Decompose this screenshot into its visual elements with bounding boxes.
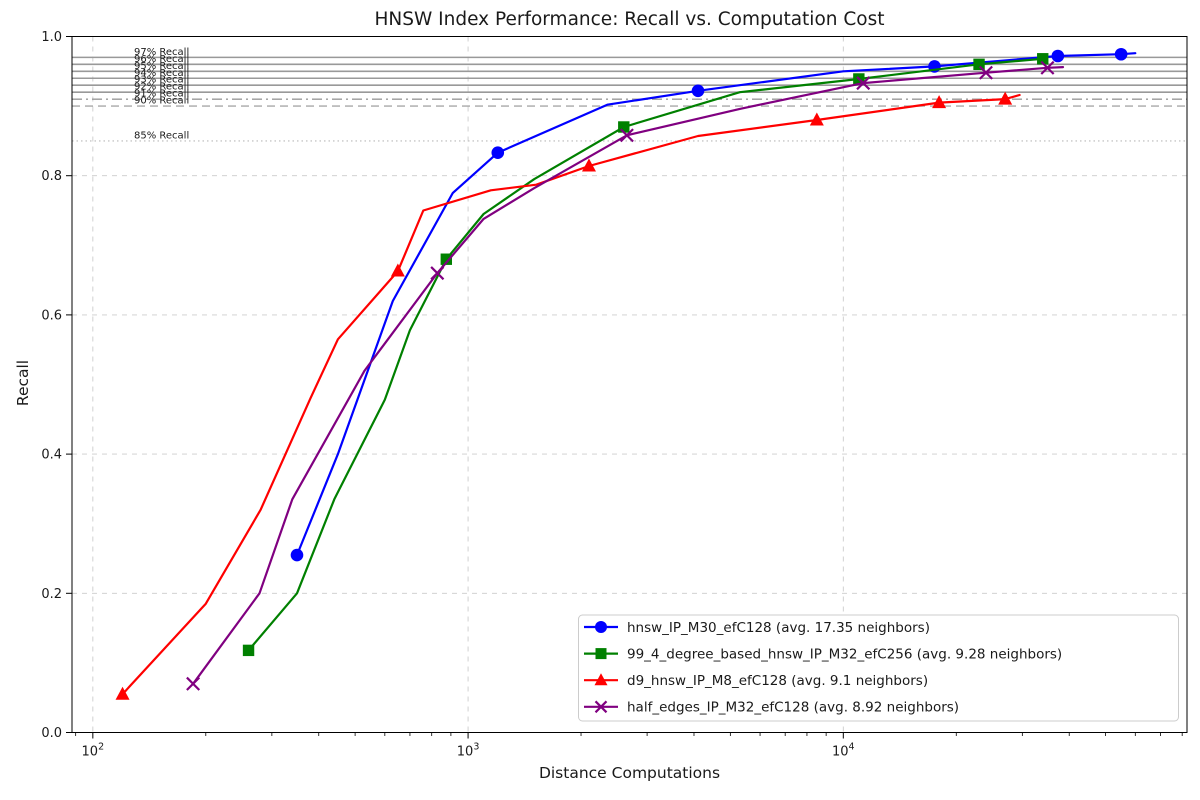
- y-tick-label: 1.0: [41, 30, 62, 45]
- data-point-marker: [1051, 49, 1065, 63]
- legend-marker-x: [594, 700, 608, 714]
- data-point-marker: [581, 158, 596, 172]
- legend-label-3: half_edges_IP_M32_efC128 (avg. 8.92 neig…: [627, 700, 959, 716]
- data-point-marker: [390, 263, 405, 277]
- legend-box: [578, 614, 1179, 722]
- reference-line-label-90: 90% Recall: [134, 96, 189, 107]
- series-line-3: [192, 66, 1065, 685]
- y-tick-label: 0.0: [41, 726, 62, 741]
- legend-label-0: hnsw_IP_M30_efC128 (avg. 17.35 neighbors…: [627, 620, 930, 636]
- data-point-marker: [998, 91, 1013, 105]
- data-point-marker: [856, 76, 871, 91]
- reference-line-label-85: 85% Recall: [134, 130, 189, 141]
- reference-line-label-97: 97% Recall: [134, 47, 189, 58]
- reference-line-label-95: 95% Recall: [134, 61, 189, 72]
- data-point-marker: [619, 128, 634, 143]
- data-point-marker: [979, 65, 993, 80]
- reference-line-label-96: 96% Recall: [134, 54, 189, 65]
- x-tick-label: 102: [82, 742, 105, 760]
- chart-title: HNSW Index Performance: Recall vs. Compu…: [374, 9, 885, 30]
- data-point-marker: [691, 84, 705, 98]
- data-point-marker: [809, 112, 824, 126]
- data-point-marker: [440, 253, 453, 265]
- series-line-0: [295, 52, 1137, 557]
- y-tick-label: 0.2: [41, 587, 62, 602]
- y-tick-label: 0.6: [41, 308, 62, 323]
- data-point-marker: [430, 266, 445, 281]
- legend-marker-triangle: [594, 673, 608, 686]
- x-axis-label: Distance Computations: [538, 764, 721, 782]
- reference-line-label-92: 92% Recall: [134, 82, 189, 93]
- legend-label-1: 99_4_degree_based_hnsw_IP_M32_efC256 (av…: [627, 646, 1062, 662]
- data-point-marker: [973, 58, 985, 71]
- reference-line-label-94: 94% Recall: [134, 68, 189, 79]
- y-tick-label: 0.4: [41, 448, 62, 463]
- data-point-marker: [491, 146, 505, 160]
- series-line-1: [247, 57, 1044, 652]
- reference-line-label-91: 91% Recall: [134, 89, 189, 100]
- reference-line-label-93: 93% Recall: [134, 75, 189, 86]
- data-point-marker: [618, 121, 630, 133]
- data-point-marker: [932, 95, 947, 109]
- legend-label-2: d9_hnsw_IP_M8_efC128 (avg. 9.1 neighbors…: [627, 673, 928, 689]
- legend-marker-circle: [595, 621, 607, 633]
- x-tick-label: 103: [457, 742, 480, 760]
- data-point-marker: [1114, 47, 1128, 61]
- data-point-marker: [186, 676, 201, 691]
- y-tick-label: 0.8: [41, 169, 62, 184]
- data-point-marker: [290, 548, 304, 562]
- y-axis-label: Recall: [14, 359, 32, 407]
- plot-border: [71, 36, 1188, 733]
- data-point-marker: [115, 686, 130, 700]
- series-line-2: [121, 93, 1021, 696]
- legend-marker-square: [595, 648, 607, 660]
- data-point-marker: [242, 644, 255, 657]
- data-point-marker: [1040, 60, 1055, 75]
- x-tick-label: 104: [832, 742, 855, 760]
- data-point-marker: [1037, 53, 1049, 65]
